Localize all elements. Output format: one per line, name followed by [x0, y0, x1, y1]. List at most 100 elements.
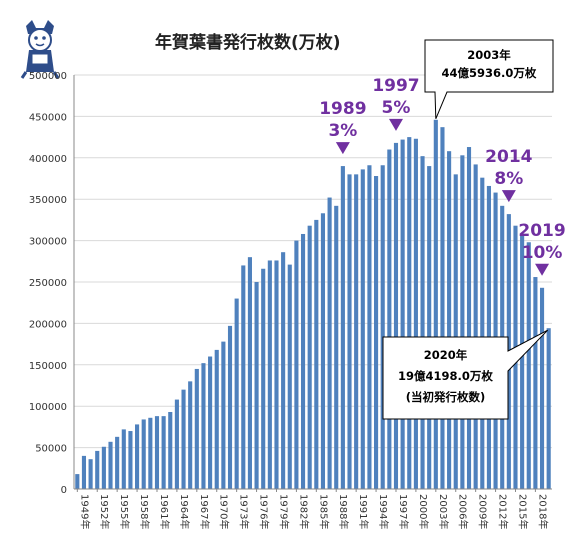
- bar: [374, 176, 379, 490]
- y-tick-label: 250000: [29, 278, 67, 289]
- x-tick-label: 1982年: [297, 494, 310, 529]
- bar: [367, 165, 372, 489]
- bar: [533, 277, 538, 489]
- callout-text: 19億4198.0万枚: [398, 369, 493, 383]
- bar: [387, 149, 392, 489]
- callout-box: [424, 39, 554, 119]
- bar: [214, 349, 219, 489]
- callout-box: [382, 329, 549, 420]
- bar: [141, 419, 146, 489]
- bar: [281, 252, 286, 489]
- x-tick-label: 1988年: [337, 494, 350, 529]
- bar: [128, 431, 133, 489]
- x-tick-label: 1976年: [258, 494, 271, 529]
- x-tick-label: 2000年: [417, 494, 430, 529]
- bar: [188, 381, 193, 489]
- x-tick-label: 1967年: [198, 494, 211, 529]
- bar: [261, 268, 266, 489]
- y-tick-label: 100000: [29, 402, 67, 413]
- tax-rate-markers: 3%1989 5%1997 8%2014 10%2019: [319, 76, 566, 276]
- bar: [115, 436, 120, 489]
- bar: [267, 260, 272, 489]
- down-triangle-icon: [535, 263, 550, 276]
- bar: [420, 156, 425, 490]
- bar: [526, 242, 531, 489]
- x-tick-label: 2003年: [437, 494, 450, 529]
- x-tick-label: 1979年: [277, 494, 290, 529]
- tax-rate-label: 10%: [522, 243, 563, 263]
- bar: [287, 264, 292, 489]
- x-tick-label: 1991年: [357, 494, 370, 529]
- down-triangle-icon: [335, 142, 350, 155]
- bar: [447, 151, 452, 489]
- bar: [241, 265, 246, 489]
- callout-text: 44億5936.0万枚: [442, 66, 537, 80]
- bar: [407, 137, 412, 489]
- x-tick-label: 2015年: [516, 494, 529, 529]
- x-tick-label: 2006年: [457, 494, 470, 529]
- x-tick-label: 1958年: [138, 494, 151, 529]
- bar: [161, 416, 166, 489]
- bar: [380, 165, 385, 489]
- bar: [327, 197, 332, 489]
- bar: [334, 205, 339, 489]
- bar: [360, 169, 365, 489]
- bar: [208, 356, 213, 489]
- bar: [81, 455, 87, 489]
- chart-title: 年賀葉書発行枚数(万枚): [155, 32, 341, 53]
- tax-year-label: 2014: [485, 147, 532, 167]
- bar: [201, 363, 206, 489]
- x-axis-ticks: 1949年 1952年 1955年 1958年 1961年 1964年 1967年 1970年…: [76, 489, 549, 529]
- bar: [234, 298, 239, 489]
- bar: [307, 225, 312, 490]
- x-tick-label: 1961年: [158, 494, 171, 529]
- bar: [546, 328, 551, 489]
- gridlines: [74, 74, 552, 490]
- y-tick-label: 0: [61, 485, 67, 496]
- bar: [75, 474, 80, 489]
- bar: [101, 446, 106, 489]
- tax-rate-label: 5%: [382, 98, 411, 118]
- bar: [174, 399, 179, 489]
- tax-year-label: 2019: [518, 221, 565, 241]
- bar: [194, 368, 199, 489]
- bar: [480, 177, 485, 489]
- bar: [108, 441, 113, 489]
- bar: [460, 155, 465, 490]
- callout-text: 2020年: [424, 348, 468, 362]
- bar: [354, 174, 359, 490]
- y-tick-label: 200000: [29, 319, 67, 330]
- y-tick-label: 300000: [29, 237, 67, 248]
- x-tick-label: 1985年: [317, 494, 330, 529]
- bar: [247, 257, 252, 489]
- y-tick-label: 50000: [35, 444, 67, 455]
- x-tick-label: 1997年: [397, 494, 410, 529]
- tax-rate-label: 8%: [494, 169, 523, 189]
- x-tick-label: 1955年: [118, 494, 131, 529]
- bar: [453, 174, 458, 490]
- bar: [88, 459, 93, 489]
- tax-year-label: 1989: [319, 99, 366, 119]
- bar: [121, 429, 126, 489]
- x-tick-label: 1964年: [178, 494, 191, 529]
- bar: [254, 282, 259, 489]
- bar: [227, 325, 233, 489]
- bar: [393, 142, 399, 489]
- down-triangle-icon: [501, 190, 516, 203]
- bar: [168, 411, 173, 489]
- bar: [95, 450, 100, 489]
- bar: [154, 416, 160, 489]
- bar: [400, 139, 405, 490]
- bar: [300, 233, 306, 489]
- bar: [294, 240, 299, 489]
- bar-series: [75, 119, 551, 490]
- y-tick-label: 450000: [29, 112, 67, 123]
- bar: [347, 174, 352, 490]
- y-tick-label: 150000: [29, 361, 67, 372]
- y-tick-label: 350000: [29, 195, 67, 206]
- down-triangle-icon: [388, 118, 403, 131]
- bar: [413, 138, 418, 490]
- x-tick-label: 1973年: [238, 494, 251, 529]
- bar: [473, 164, 478, 489]
